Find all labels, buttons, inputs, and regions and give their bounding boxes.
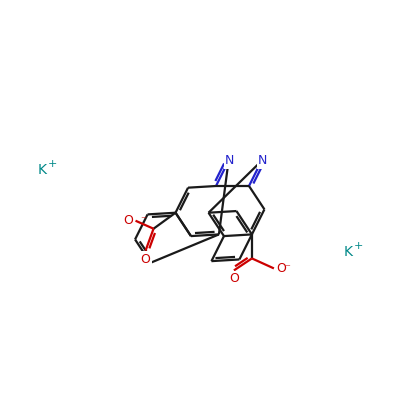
Text: O: O	[229, 272, 239, 286]
Text: O: O	[124, 214, 134, 227]
Text: +: +	[353, 241, 363, 251]
Text: K: K	[38, 163, 46, 177]
Text: N: N	[258, 154, 267, 168]
Text: ⁻: ⁻	[284, 264, 290, 274]
Text: N: N	[225, 154, 234, 168]
Text: O: O	[140, 253, 150, 266]
Text: ⁻: ⁻	[140, 216, 146, 226]
Text: O: O	[276, 262, 286, 275]
Text: +: +	[47, 159, 57, 169]
Text: K: K	[344, 245, 352, 259]
